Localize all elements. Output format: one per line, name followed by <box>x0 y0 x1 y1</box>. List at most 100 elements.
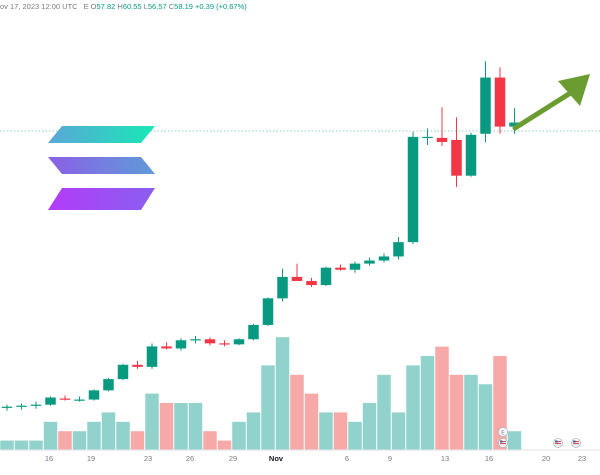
volume-bar <box>217 440 232 450</box>
volume-bar <box>174 403 188 450</box>
volume-bar <box>478 384 493 450</box>
low-value: 56.57 <box>147 2 167 11</box>
candle-body[interactable] <box>306 280 317 286</box>
volume-bar <box>14 440 29 450</box>
low-label: L <box>143 2 148 11</box>
volume-bar <box>159 403 174 450</box>
volume-bar <box>145 393 159 450</box>
x-tick-label: 23 <box>144 454 152 463</box>
ohlc-legend: ov 17, 2023 12:00 UTC E O57.82 H60.55 L56… <box>0 1 247 13</box>
green-up-arrow-icon <box>512 74 590 131</box>
volume-bar <box>406 365 420 450</box>
volume-bar <box>203 431 217 450</box>
candle-body[interactable] <box>74 399 85 401</box>
x-tick-label: 19 <box>87 454 95 463</box>
candle-body[interactable] <box>219 343 230 345</box>
volume-bar <box>333 412 348 450</box>
event-marker-icon[interactable]: E <box>498 427 508 437</box>
candle-body[interactable] <box>16 405 27 407</box>
volume-bar <box>188 403 203 450</box>
candle-body[interactable] <box>59 398 71 400</box>
candle-body[interactable] <box>451 139 462 176</box>
volume-bar <box>261 365 275 450</box>
volume-bar <box>348 421 362 450</box>
candle-body[interactable] <box>30 404 42 406</box>
us-flag-icon[interactable] <box>498 438 508 448</box>
candle-body[interactable] <box>233 339 245 345</box>
candle-body[interactable] <box>509 122 520 127</box>
volume-bar <box>391 412 406 450</box>
candle-body[interactable] <box>378 256 390 261</box>
candle-body[interactable] <box>364 260 375 264</box>
volume-bar <box>101 412 116 450</box>
solana-logo-icon <box>48 126 155 210</box>
volume-bar <box>72 431 87 450</box>
candle-body[interactable] <box>262 298 274 325</box>
volume-bar <box>246 412 261 450</box>
volume-bar <box>275 337 290 450</box>
close-label: C <box>168 2 175 11</box>
candle-body[interactable] <box>422 136 433 139</box>
volume-bar <box>0 440 14 450</box>
candle-body[interactable] <box>117 364 129 380</box>
candle-body[interactable] <box>277 276 288 299</box>
open-value: 57.82 <box>96 2 116 11</box>
volume-bar <box>377 374 391 450</box>
candle-body[interactable] <box>146 346 158 367</box>
candle-body[interactable] <box>291 276 303 281</box>
candle-body[interactable] <box>103 379 114 391</box>
x-tick-label: 29 <box>229 454 237 463</box>
volume-bar <box>362 403 377 450</box>
candle-body[interactable] <box>175 340 187 349</box>
volume-bar <box>43 421 58 450</box>
volume-bar <box>29 440 43 450</box>
volume-bar <box>232 421 246 450</box>
us-flag-icon[interactable] <box>553 438 563 448</box>
x-tick-label: 9 <box>388 454 392 463</box>
candle-body[interactable] <box>407 136 419 243</box>
symbol-fragment: E <box>83 2 89 11</box>
volume-bar <box>493 356 507 450</box>
x-axis: 16 19 23 26 29 Nov 6 9 13 16 20 23 <box>45 454 586 463</box>
change-value: +0.39 (+0.67%) <box>195 2 247 11</box>
candle-body[interactable] <box>88 390 100 400</box>
candle-body[interactable] <box>320 267 332 286</box>
candle-body[interactable] <box>132 364 143 367</box>
candle-body[interactable] <box>480 77 491 134</box>
x-tick-label: 6 <box>345 454 349 463</box>
candle-body[interactable] <box>248 324 259 340</box>
volume-bar <box>449 374 464 450</box>
volume-bars <box>0 337 522 450</box>
volume-bar <box>87 421 101 450</box>
open-label: O <box>90 2 97 11</box>
volume-bar <box>304 393 319 450</box>
close-value: 58.19 <box>174 2 193 11</box>
x-tick-label: 20 <box>542 454 550 463</box>
candle-body[interactable] <box>393 242 404 257</box>
volume-bar <box>290 374 304 450</box>
x-tick-label: 26 <box>186 454 194 463</box>
volume-bar <box>58 431 72 450</box>
candle-body[interactable] <box>190 339 201 341</box>
candle-body[interactable] <box>45 397 56 405</box>
candle-body[interactable] <box>1 406 13 408</box>
candle-body[interactable] <box>465 134 477 176</box>
x-tick-label: 13 <box>441 454 449 463</box>
candle-body[interactable] <box>161 346 172 349</box>
candle-body[interactable] <box>204 339 216 344</box>
candle-body[interactable] <box>436 137 448 142</box>
x-tick-label: Nov <box>269 454 284 463</box>
volume-bar <box>464 374 478 450</box>
x-tick-label: 16 <box>45 454 53 463</box>
us-flag-icon[interactable] <box>571 438 581 448</box>
candle-body[interactable] <box>335 267 346 270</box>
candle-body[interactable] <box>349 263 361 270</box>
volume-bar <box>319 412 333 450</box>
volume-bar <box>435 346 449 450</box>
candle-body[interactable] <box>494 77 506 127</box>
x-tick-label: 23 <box>578 454 586 463</box>
x-tick-label: 16 <box>485 454 493 463</box>
high-label: H <box>117 2 123 11</box>
volume-bar <box>507 431 522 450</box>
